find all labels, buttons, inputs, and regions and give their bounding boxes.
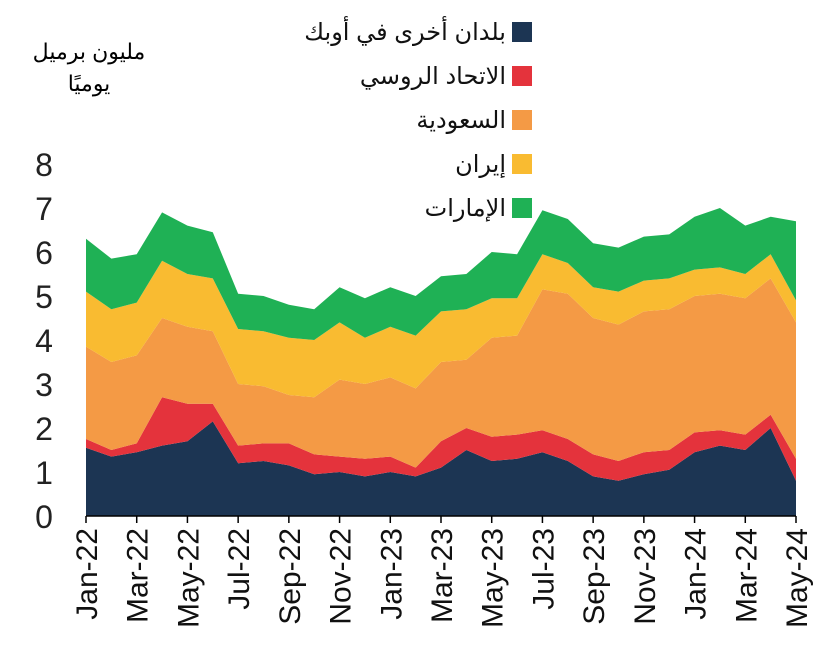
y-axis: 0 1 2 3 4 5 6 7 8 <box>35 147 53 535</box>
legend-swatch <box>512 154 532 174</box>
y-tick-label: 5 <box>35 279 53 315</box>
legend-item: الإمارات <box>270 186 532 230</box>
x-tick-label: Sep-23 <box>578 528 611 625</box>
legend-swatch <box>512 66 532 86</box>
x-tick-label: Mar-22 <box>122 528 155 623</box>
area-series <box>86 254 796 398</box>
y-tick-label: 0 <box>35 499 53 535</box>
legend-label: السعودية <box>416 106 506 134</box>
legend-item: إيران <box>270 142 532 186</box>
x-tick-label: May-23 <box>477 528 510 628</box>
x-tick-label: Mar-23 <box>426 528 459 623</box>
legend-label: الإمارات <box>424 194 506 222</box>
y-axis-label: مليون برميل يوميًا <box>14 36 154 100</box>
legend: بلدان أخرى في أوبك الاتحاد الروسي السعود… <box>270 10 532 230</box>
y-tick-label: 2 <box>35 411 53 447</box>
legend-item: بلدان أخرى في أوبك <box>270 10 532 54</box>
area-series <box>86 278 796 468</box>
y-tick-label: 3 <box>35 367 53 403</box>
legend-item: الاتحاد الروسي <box>270 54 532 98</box>
legend-swatch <box>512 22 532 42</box>
x-tick-label: Nov-23 <box>629 528 662 625</box>
x-tick-label: Jan-23 <box>375 528 408 620</box>
x-tick-label: May-24 <box>781 528 814 628</box>
legend-item: السعودية <box>270 98 532 142</box>
area-series <box>86 421 796 516</box>
legend-swatch <box>512 110 532 130</box>
x-tick-label: Jul-23 <box>527 528 560 610</box>
area-series <box>86 397 796 481</box>
legend-label: إيران <box>455 150 506 178</box>
x-tick-label: Jul-22 <box>223 528 256 610</box>
chart-areas <box>86 208 796 517</box>
x-tick-label: May-22 <box>172 528 205 628</box>
x-axis: Jan-22 Mar-22 May-22 Jul-22 Sep-22 Nov-22 Jan-… <box>71 516 814 628</box>
x-tick-label: Jan-22 <box>71 528 104 620</box>
y-tick-label: 8 <box>35 147 53 183</box>
x-tick-label: Jan-24 <box>680 528 713 620</box>
x-tick-label: Nov-22 <box>325 528 358 625</box>
x-tick-label: Sep-22 <box>274 528 307 625</box>
legend-label: بلدان أخرى في أوبك <box>304 18 506 46</box>
legend-swatch <box>512 198 532 218</box>
area-series <box>86 208 796 340</box>
y-tick-label: 6 <box>35 235 53 271</box>
y-tick-label: 7 <box>35 191 53 227</box>
y-tick-label: 1 <box>35 455 53 491</box>
legend-label: الاتحاد الروسي <box>359 62 506 90</box>
y-axis-label-line-1: مليون برميل <box>32 39 146 64</box>
y-tick-label: 4 <box>35 323 53 359</box>
x-tick-label: Mar-24 <box>730 528 763 623</box>
y-axis-label-line-2: يوميًا <box>67 71 111 96</box>
